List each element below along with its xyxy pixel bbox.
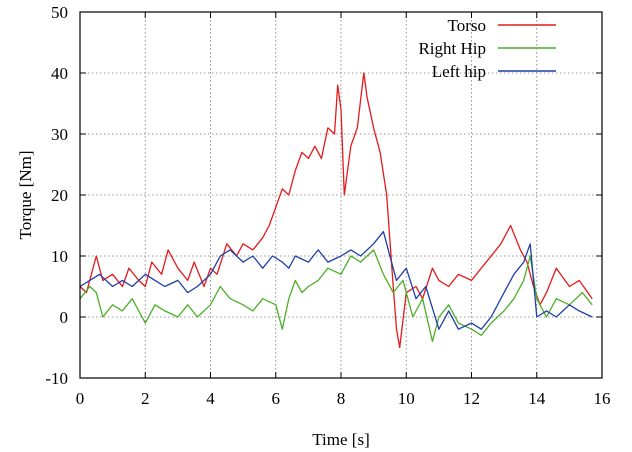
- x-tick-label: 6: [272, 389, 281, 408]
- x-tick-label: 16: [594, 389, 611, 408]
- series-layer: [79, 72, 593, 349]
- x-tick-label: 12: [463, 389, 480, 408]
- y-tick-label: 10: [51, 247, 68, 266]
- grid-layer: [80, 12, 602, 378]
- y-axis-label: Torque [Nm]: [16, 151, 35, 240]
- series-line-1: [79, 72, 593, 349]
- legend-label: Torso: [448, 16, 486, 35]
- x-tick-label: 14: [528, 389, 546, 408]
- x-tick-label: 2: [141, 389, 150, 408]
- y-tick-label: -10: [45, 369, 68, 388]
- x-tick-label: 4: [206, 389, 215, 408]
- series-line-2: [79, 249, 593, 343]
- x-axis-label: Time [s]: [312, 430, 369, 449]
- x-tick-label: 10: [398, 389, 415, 408]
- y-tick-label: 40: [51, 64, 68, 83]
- series-line-3: [79, 230, 593, 330]
- legend: Torso Right Hip Left hip: [418, 16, 556, 81]
- y-tick-label: 20: [51, 186, 68, 205]
- tick-layer: 0 2 4 6 8 10 12 14 16 -10 0 10 20 30 40 50: [45, 3, 610, 408]
- x-tick-label: 8: [337, 389, 346, 408]
- y-tick-label: 50: [51, 3, 68, 22]
- y-tick-label: 0: [60, 308, 69, 327]
- y-tick-label: 30: [51, 125, 68, 144]
- x-tick-label: 0: [76, 389, 85, 408]
- legend-label: Left hip: [432, 62, 486, 81]
- legend-label: Right Hip: [418, 39, 486, 58]
